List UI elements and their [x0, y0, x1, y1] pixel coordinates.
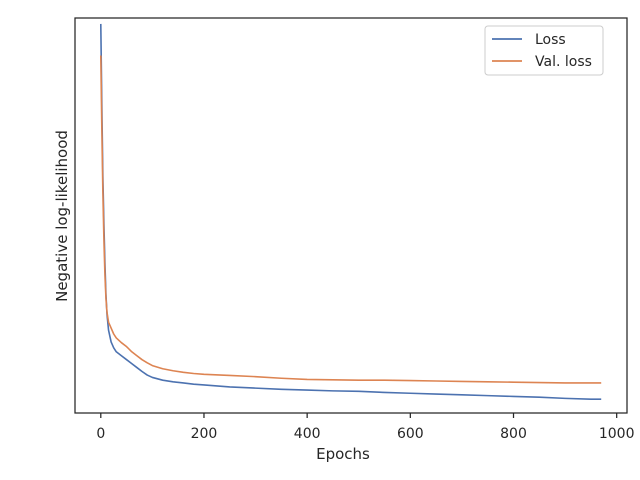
legend: Loss Val. loss [484, 25, 604, 76]
legend-items: Loss Val. loss [492, 32, 592, 70]
x-axis-ticks: 0 200 400 600 800 1000 [96, 413, 635, 442]
x-tick-label: 0 [96, 426, 105, 442]
legend-label-0: Loss [535, 32, 566, 48]
plot-area [74, 17, 628, 414]
legend-label-1: Val. loss [535, 54, 592, 70]
x-tick-label: 400 [294, 426, 321, 442]
y-axis-label: Negative log-likelihood [53, 130, 71, 302]
x-tick-label: 800 [500, 426, 527, 442]
x-tick-label: 1000 [599, 426, 635, 442]
series-layer [99, 23, 602, 400]
series-line-1 [99, 55, 602, 384]
plot-frame [74, 17, 628, 414]
x-tick-label: 600 [397, 426, 424, 442]
x-tick-label: 200 [191, 426, 218, 442]
x-axis-label: Epochs [316, 445, 370, 463]
